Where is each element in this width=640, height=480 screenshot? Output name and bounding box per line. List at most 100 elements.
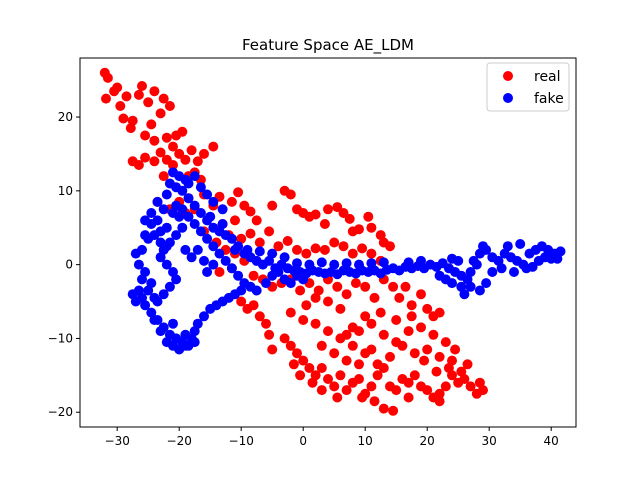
point-real-133 [298,355,309,366]
point-real-112 [360,281,371,292]
point-fake-127 [177,204,188,215]
point-fake-74 [496,263,507,274]
point-real-116 [394,292,405,303]
point-fake-150 [261,278,271,289]
point-real-217 [456,366,467,377]
point-fake-5 [177,185,188,196]
point-real-208 [307,377,318,388]
point-fake-158 [189,171,200,182]
point-fake-133 [214,248,225,259]
point-real-109 [332,281,343,292]
point-real-27 [149,156,160,167]
x-tick-label-2: −10 [229,434,254,448]
point-fake-204 [254,246,265,257]
point-fake-73 [509,267,519,277]
point-real-15 [125,123,136,134]
point-fake-77 [474,285,485,296]
legend-marker-real [503,71,513,81]
point-real-132 [292,348,302,359]
point-real-19 [149,135,160,146]
point-fake-149 [251,285,262,296]
point-real-136 [316,363,327,373]
point-real-88 [338,241,349,252]
point-real-13 [158,93,169,104]
point-real-165 [434,351,445,362]
point-real-215 [431,366,442,377]
point-real-78 [245,228,256,239]
point-fake-15 [217,219,228,229]
point-fake-93 [133,259,144,270]
point-fake-135 [226,263,237,274]
y-tick-label-0: −20 [48,405,73,419]
point-real-192 [375,307,386,318]
point-fake-6 [161,189,172,200]
point-real-213 [366,318,377,329]
point-real-212 [354,326,364,337]
point-real-214 [419,355,430,366]
point-real-130 [279,333,290,344]
point-real-144 [366,381,377,392]
point-real-163 [462,359,473,370]
point-real-73 [385,241,395,252]
point-fake-177 [186,252,197,263]
point-real-206 [332,392,343,403]
point-real-2 [101,93,111,104]
point-real-148 [391,385,402,396]
point-real-9 [137,81,147,91]
legend: real fake [486,62,570,112]
point-fake-165 [149,292,160,303]
point-fake-186 [552,253,563,264]
point-fake-197 [341,258,352,269]
point-fake-172 [140,215,151,226]
point-real-156 [440,381,451,392]
point-fake-167 [155,326,166,337]
point-real-139 [335,370,346,381]
point-real-35 [199,148,209,159]
point-real-188 [440,337,451,348]
point-real-22 [177,126,188,137]
point-real-166 [422,344,433,355]
point-fake-206 [230,244,240,255]
point-real-140 [341,385,352,396]
point-fake-202 [279,252,290,263]
point-real-6 [121,91,132,102]
point-real-90 [357,243,368,254]
chart-title: Feature Space AE_LDM [242,36,414,55]
point-fake-116 [161,259,172,270]
point-fake-193 [403,257,414,268]
point-fake-191 [447,253,457,264]
point-real-87 [329,237,340,248]
point-real-65 [338,208,349,218]
point-fake-128 [183,211,194,222]
scatter-points [99,67,566,416]
legend-label-real: real [534,69,561,85]
point-real-16 [146,119,157,130]
point-real-179 [329,348,340,359]
point-real-79 [254,237,265,248]
point-real-12 [155,108,166,119]
point-real-36 [208,141,219,152]
point-real-81 [273,241,284,252]
point-fake-112 [158,289,169,300]
point-real-167 [409,348,420,359]
point-real-115 [388,281,399,292]
point-fake-176 [180,244,191,255]
point-fake-175 [161,241,172,252]
point-real-20 [161,132,172,143]
x-tick-label-5: 20 [420,434,435,448]
point-real-180 [341,355,352,366]
point-fake-181 [208,259,219,270]
point-real-57 [285,189,296,200]
point-real-196 [323,296,333,307]
point-real-32 [180,154,191,165]
point-real-131 [285,340,296,351]
point-fake-192 [416,255,426,266]
point-fake-9 [195,208,206,218]
x-tick-label-7: 40 [544,434,559,448]
point-fake-166 [149,315,160,325]
point-fake-82 [434,270,445,281]
point-real-134 [304,363,315,373]
point-real-51 [233,187,244,198]
point-real-66 [344,213,355,224]
point-real-199 [378,403,389,414]
